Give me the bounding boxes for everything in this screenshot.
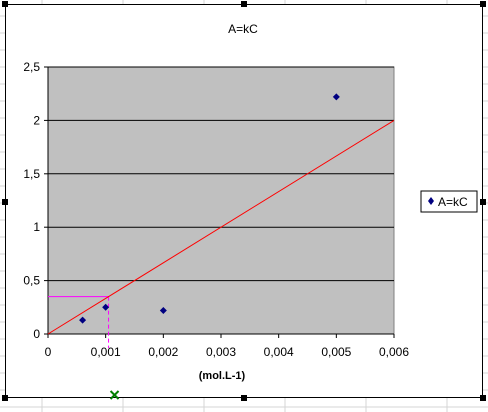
data-point	[79, 316, 87, 324]
resize-handle-top-middle[interactable]	[241, 1, 247, 7]
legend-marker-icon	[428, 197, 434, 205]
x-mark-stroke	[109, 390, 120, 400]
resize-handle-top-left[interactable]	[2, 1, 8, 7]
resize-handle-top-right[interactable]	[480, 1, 486, 7]
resize-handle-bottom-left[interactable]	[2, 395, 8, 401]
resize-handle-bottom-middle[interactable]	[241, 395, 247, 401]
data-point	[332, 93, 340, 101]
data-points	[79, 93, 340, 324]
x-tick-label: 0	[45, 345, 52, 359]
x-tick-label: 0,004	[264, 345, 294, 359]
y-tick-label: 0,5	[23, 274, 40, 288]
y-tick-label: 2	[33, 113, 40, 127]
resize-handle-bottom-right[interactable]	[480, 395, 486, 401]
trendline	[47, 119, 395, 335]
gridlines	[48, 66, 394, 282]
plot-area[interactable]	[47, 66, 395, 335]
data-point	[102, 303, 110, 311]
legend-box	[420, 190, 478, 213]
x-axis-title: (mol.L-1)	[199, 370, 246, 382]
green-x-mark-icon	[109, 390, 120, 400]
y-tick-label: 1,5	[23, 167, 40, 181]
x-tick-label: 0,001	[91, 345, 121, 359]
legend[interactable]: A=kC	[420, 190, 478, 213]
x-tick-label: 0,005	[321, 345, 351, 359]
trendline-layer	[47, 119, 395, 335]
data-point	[159, 307, 167, 315]
x-tick-label: 0,003	[206, 345, 236, 359]
y-tick-label: 1	[33, 220, 40, 234]
x-axis-ticks: 0 0,001 0,002 0,003 0,004 0,005 0,006	[45, 334, 409, 359]
y-axis-ticks: 0 0,5 1 1,5 2 2,5	[23, 60, 48, 341]
y-tick-label: 2,5	[23, 60, 40, 74]
guide-lines	[48, 296, 110, 348]
x-tick-label: 0,002	[148, 345, 178, 359]
chart-title: A=kC	[228, 22, 258, 36]
x-tick-label: 0,006	[379, 345, 409, 359]
resize-handle-middle-left[interactable]	[2, 199, 8, 205]
y-tick-label: 0	[33, 327, 40, 341]
legend-entry-label: A=kC	[438, 195, 468, 209]
resize-handle-middle-right[interactable]	[480, 199, 486, 205]
